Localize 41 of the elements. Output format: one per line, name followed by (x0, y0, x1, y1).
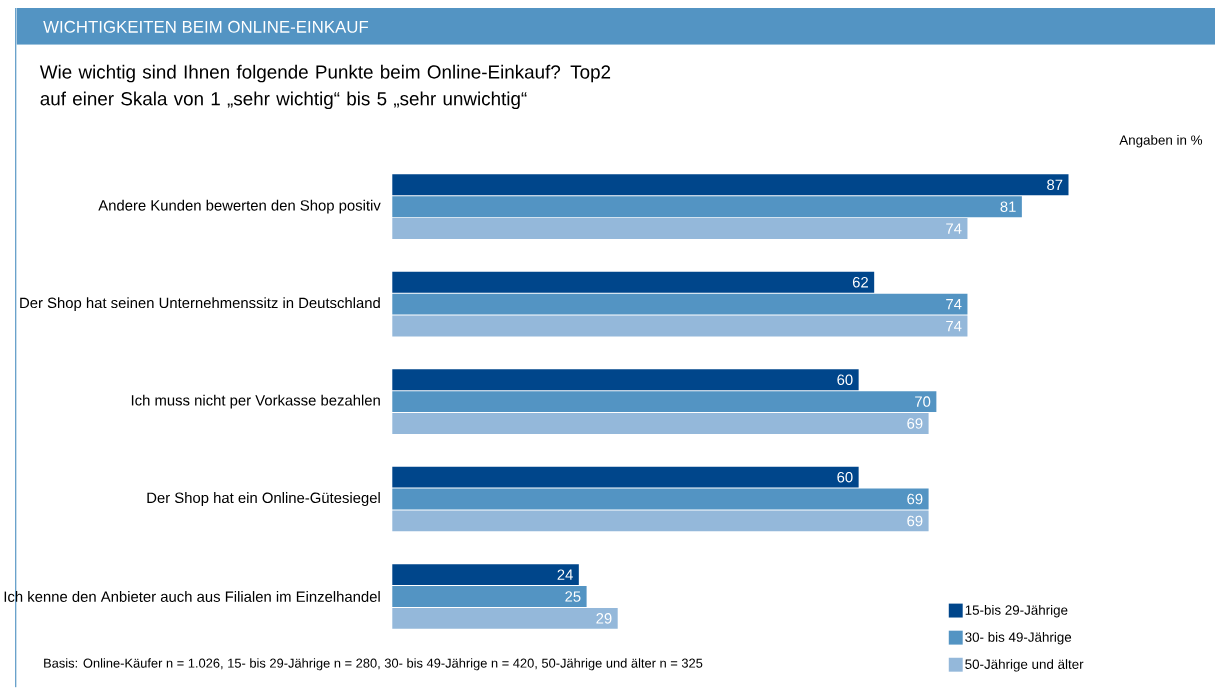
data-label: 60 (837, 472, 853, 483)
bar (392, 196, 1022, 218)
bar (392, 586, 587, 608)
bar (392, 369, 859, 391)
chart-subtitle: Wie wichtig sind Ihnen folgende Punkte beim Online-Einkauf? Top2 auf einer Skala von 1 „sehr wichtig“ bis 5 „sehr unwichtig“ (39, 64, 611, 110)
bar (392, 315, 968, 337)
data-label: 74 (946, 223, 962, 234)
bar (392, 174, 1069, 196)
text: WICHTIGKEITEN BEIM ONLINE-EINKAUF (43, 21, 369, 33)
data-label: 81 (1000, 201, 1016, 213)
data-label: 24 (557, 569, 573, 580)
bar (392, 271, 875, 293)
data-label: 74 (946, 299, 962, 310)
legend-label: 50-Jährige und älter (965, 659, 1084, 672)
data-label: 62 (852, 277, 868, 288)
y-tick-label: Ich muss nicht per Vorkasse bezahlen (131, 394, 380, 409)
bar (392, 608, 618, 629)
bar (392, 218, 968, 240)
legend-label: 15-bis 29-Jährige (965, 605, 1068, 618)
data-label: 70 (915, 396, 931, 407)
text: Angaben in % (1119, 135, 1203, 148)
data-label: 69 (907, 493, 923, 505)
data-label: 25 (565, 591, 581, 602)
y-tick-label: Der Shop hat seinen Unternehmenssitz in Deutschland (20, 297, 380, 312)
data-label: 69 (907, 515, 923, 527)
data-label: 60 (837, 374, 853, 386)
bar (392, 488, 929, 510)
data-label: 87 (1047, 179, 1063, 191)
text: Basis: Online-Käufer n = 1.026, 15- bis 29-Jährige n = 280, 30- bis 49-Jährige n = 420, 50-Jährige und älter n = 325 (44, 658, 703, 671)
legend-label: 30- bis 49-Jährige (965, 632, 1072, 645)
bar (392, 413, 929, 435)
bar (392, 391, 937, 413)
data-label: 74 (946, 321, 962, 332)
y-tick-label: Der Shop hat ein Online-Gütesiegel (147, 492, 380, 507)
bar (392, 293, 968, 315)
data-label: 69 (907, 418, 923, 429)
data-label: 29 (596, 613, 612, 624)
bar (392, 564, 579, 586)
bar (392, 510, 929, 532)
bar (392, 466, 859, 488)
y-tick-label: Andere Kunden bewerten den Shop positiv (98, 199, 381, 214)
